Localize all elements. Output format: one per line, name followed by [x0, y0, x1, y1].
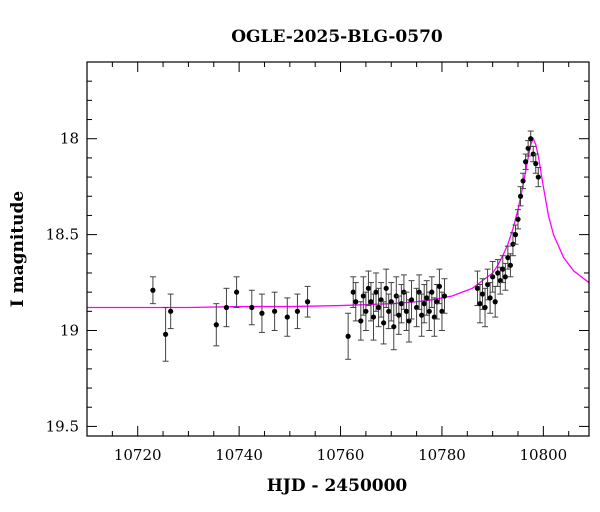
- data-point: [525, 145, 531, 151]
- data-point: [439, 308, 445, 314]
- plot-area: [87, 130, 589, 362]
- plot-content: [87, 130, 589, 362]
- data-point: [477, 301, 483, 307]
- data-point: [441, 293, 448, 299]
- data-point: [535, 174, 541, 180]
- plot-frame: [86, 61, 590, 437]
- x-tick-label: 10760: [317, 446, 365, 464]
- data-point: [388, 299, 394, 305]
- data-point: [416, 289, 422, 295]
- model-curve: [87, 137, 589, 309]
- data-point: [429, 289, 435, 295]
- data-point: [162, 331, 169, 337]
- x-tick-label: 10720: [114, 446, 162, 464]
- x-tick-label: 10780: [418, 446, 466, 464]
- data-point: [492, 299, 498, 305]
- data-point: [434, 299, 440, 305]
- data-point: [150, 287, 156, 293]
- data-point: [358, 318, 364, 324]
- data-point: [375, 304, 382, 311]
- data-point: [495, 270, 501, 276]
- y-tick-label: 18: [60, 130, 79, 148]
- data-point: [523, 159, 529, 165]
- data-point: [426, 308, 432, 314]
- data-point: [528, 136, 534, 142]
- data-point: [383, 285, 389, 291]
- data-point: [487, 295, 493, 301]
- y-tick-label: 18.5: [46, 226, 79, 244]
- data-point: [363, 308, 369, 314]
- data-point: [484, 281, 491, 288]
- data-point: [381, 320, 387, 326]
- data-point: [413, 304, 420, 311]
- data-point: [431, 314, 437, 320]
- data-point: [373, 289, 379, 295]
- data-point: [223, 304, 230, 311]
- data-point: [213, 322, 219, 328]
- chart-title: OGLE-2025-BLG-0570: [231, 27, 443, 47]
- data-point: [365, 285, 372, 291]
- data-point: [517, 193, 524, 199]
- data-point: [479, 291, 486, 297]
- data-point: [249, 304, 255, 311]
- data-point: [500, 266, 506, 272]
- data-point: [294, 308, 301, 314]
- data-point: [272, 308, 278, 314]
- data-point: [505, 255, 511, 261]
- data-point: [502, 274, 508, 280]
- data-point: [533, 161, 539, 167]
- data-point: [360, 293, 366, 299]
- data-point: [233, 289, 240, 295]
- data-point: [421, 301, 427, 307]
- axis-ticks: 10720 10740 10760 10780 10800 18 18.5 19 19.5: [46, 61, 589, 464]
- data-point: [436, 283, 443, 289]
- data-point: [424, 295, 430, 301]
- data-point: [345, 333, 351, 339]
- data-point: [304, 299, 311, 305]
- data-point: [284, 314, 290, 320]
- y-tick-label: 19.5: [46, 417, 79, 435]
- data-point: [507, 262, 514, 268]
- x-axis-label: HJD - 2450000: [267, 476, 408, 496]
- data-point: [396, 312, 402, 318]
- data-point: [515, 216, 521, 222]
- data-point: [490, 274, 496, 280]
- y-tick-label: 19: [60, 322, 79, 340]
- data-point: [378, 297, 384, 303]
- x-tick-label: 10740: [215, 446, 263, 464]
- data-point: [353, 299, 359, 305]
- x-tick-label: 10800: [520, 446, 568, 464]
- data-point: [391, 324, 397, 330]
- data-point: [370, 314, 377, 320]
- data-point: [497, 278, 503, 284]
- data-point: [168, 308, 174, 314]
- y-axis-label: I magnitude: [8, 191, 28, 308]
- data-point: [474, 285, 481, 291]
- data-point: [512, 232, 519, 238]
- data-point: [368, 299, 374, 305]
- data-point: [419, 312, 425, 318]
- data-point: [259, 310, 265, 316]
- data-point: [482, 304, 488, 311]
- data-point: [403, 308, 410, 314]
- data-point: [350, 289, 356, 295]
- data-point: [408, 297, 415, 303]
- data-point: [398, 301, 404, 307]
- data-point: [386, 308, 392, 314]
- data-point: [520, 178, 526, 184]
- data-point: [406, 318, 412, 324]
